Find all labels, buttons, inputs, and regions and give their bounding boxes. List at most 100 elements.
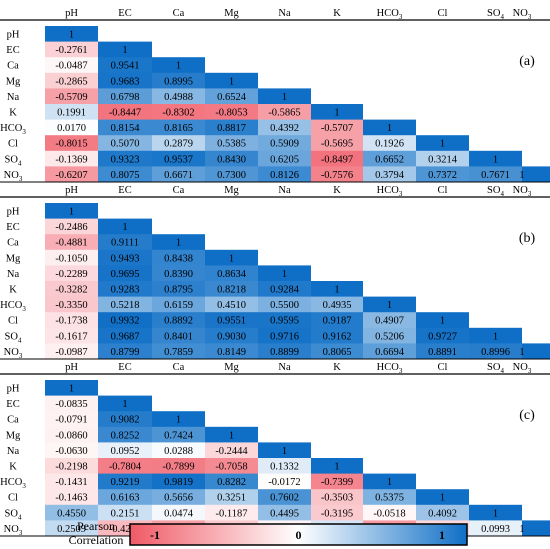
cell-value-so4-so4: 1 <box>493 508 498 519</box>
column-label-ca: Ca <box>173 8 185 19</box>
cell-value-so4-hco3: -0.0518 <box>373 508 405 519</box>
heatmap-cell-no3-cl <box>416 166 469 183</box>
heatmap-cell-k-mg <box>205 458 258 474</box>
heatmap-cell-ca-ec <box>98 234 152 251</box>
cell-value-cl-ph: -0.8015 <box>55 139 87 150</box>
cell-value-na-na: 1 <box>282 92 287 103</box>
heatmap-cell-cl-ca <box>152 489 205 506</box>
cell-value-cl-mg: 0.3251 <box>217 493 246 504</box>
row-label-na: Na <box>7 92 20 103</box>
row-label-ca: Ca <box>7 61 19 72</box>
cell-value-so4-ec: 0.9687 <box>111 331 140 342</box>
cell-value-mg-ec: 0.9683 <box>111 76 140 87</box>
heatmap-cell-no3-hco3 <box>363 166 416 183</box>
heatmap-cell-cl-k <box>311 489 363 506</box>
heatmap-cell-hco3-ec <box>98 473 152 490</box>
cell-value-hco3-mg: 0.8282 <box>217 477 246 488</box>
cell-value-hco3-mg: 0.4510 <box>217 300 246 311</box>
cell-value-na-ec: 0.9695 <box>111 269 140 280</box>
heatmap-cell-cl-k <box>311 312 363 329</box>
heatmap-cell-cl-na <box>258 312 311 329</box>
heatmap-cell-mg-ca <box>152 72 205 89</box>
cell-value-k-ca: -0.7899 <box>162 462 194 473</box>
cell-value-k-k: 1 <box>334 108 339 119</box>
cell-value-k-na: 0.1332 <box>270 462 299 473</box>
heatmap-cell-na-mg <box>205 265 258 282</box>
cell-value-so4-na: 0.6205 <box>270 154 299 165</box>
cell-value-ec-ec: 1 <box>122 399 127 410</box>
heatmap-cell-no3-ph <box>45 166 98 183</box>
column-label-no3: NO3 <box>513 185 532 198</box>
cell-value-ec-ph: -0.2761 <box>55 45 87 56</box>
cell-value-na-ph: -0.0630 <box>55 446 87 457</box>
cell-value-so4-so4: 1 <box>493 154 498 165</box>
heatmap-cell-mg-mg <box>205 72 258 89</box>
heatmap-cell-k-ec <box>98 104 152 120</box>
cell-value-cl-ec: 0.9932 <box>111 316 140 327</box>
cell-value-k-ec: 0.9283 <box>111 285 140 296</box>
heatmap-cell-no3-cl <box>416 343 469 360</box>
cell-value-na-ca: 0.4988 <box>164 92 193 103</box>
cell-value-ca-ec: 0.9082 <box>111 415 140 426</box>
column-label-ca: Ca <box>173 362 185 373</box>
cell-value-cl-na: 0.5909 <box>270 139 299 150</box>
column-label-ph: pH <box>65 185 78 196</box>
cell-value-mg-ca: 0.7424 <box>164 430 194 441</box>
cell-value-no3-na: 0.8126 <box>270 170 299 181</box>
row-label-so4: SO4 <box>5 331 22 344</box>
cell-value-no3-so4: 0.0993 <box>481 524 510 535</box>
heatmap-cell-hco3-ec <box>98 119 152 136</box>
cell-value-no3-mg: 0.7300 <box>217 170 246 181</box>
heatmap-cell-so4-mg <box>205 150 258 167</box>
row-label-hco3: HCO3 <box>0 123 26 136</box>
cell-value-so4-k: -0.3195 <box>321 508 353 519</box>
cell-value-na-ca: 0.0288 <box>164 446 193 457</box>
row-label-ec: EC <box>6 222 19 233</box>
heatmap-cell-cl-ec <box>98 489 152 506</box>
cell-value-no3-ph: -0.6207 <box>55 170 87 181</box>
row-label-mg: Mg <box>6 76 21 87</box>
column-label-mg: Mg <box>224 362 239 373</box>
heatmap-cell-cl-hco3 <box>363 489 416 506</box>
heatmap-cell-cl-cl <box>416 135 469 152</box>
cell-value-hco3-na: 0.5500 <box>270 300 299 311</box>
row-label-ph: pH <box>7 207 20 218</box>
cell-value-k-na: 0.9284 <box>270 285 300 296</box>
heatmap-cell-cl-mg <box>205 312 258 329</box>
column-label-na: Na <box>278 8 291 19</box>
heatmap-cell-hco3-k <box>311 119 363 136</box>
cell-value-cl-ca: 0.8892 <box>164 316 193 327</box>
cell-value-no3-hco3: 0.6694 <box>375 347 405 358</box>
heatmap-cell-so4-hco3 <box>363 504 416 521</box>
cell-value-no3-mg: 0.8149 <box>217 347 246 358</box>
heatmap-cell-hco3-mg <box>205 119 258 136</box>
cell-value-na-na: 1 <box>282 269 287 280</box>
cell-value-hco3-ec: 0.9219 <box>111 477 140 488</box>
cell-value-k-k: 1 <box>334 462 339 473</box>
heatmap-cell-ph-ph <box>45 26 98 42</box>
heatmap-cell-so4-mg <box>205 504 258 521</box>
cell-value-no3-cl: 0.7372 <box>428 170 457 181</box>
cell-value-so4-mg: 0.8430 <box>217 154 246 165</box>
panel-label: (a) <box>519 54 535 69</box>
colorbar-tick-label: 1 <box>439 528 445 542</box>
cell-value-ph-ph: 1 <box>69 30 74 41</box>
heatmap-cell-no3-na <box>258 166 311 183</box>
heatmap-cell-no3-ph <box>45 343 98 360</box>
heatmap-cell-hco3-na <box>258 119 311 136</box>
cell-value-mg-ec: 0.8252 <box>111 430 140 441</box>
colorbar-title: Correlation <box>69 533 124 547</box>
row-label-k: K <box>9 285 17 296</box>
cell-value-so4-hco3: 0.5206 <box>375 331 404 342</box>
cell-value-k-ph: -0.2198 <box>55 462 87 473</box>
heatmap-cell-no3-ca <box>152 166 205 183</box>
cell-value-so4-na: 0.4495 <box>270 508 299 519</box>
heatmap-cell-cl-cl <box>416 489 469 506</box>
colorbar <box>129 523 468 546</box>
heatmap-cell-ec-ph <box>45 395 98 412</box>
heatmap-cell-cl-mg <box>205 489 258 506</box>
cell-value-hco3-ec: 0.5218 <box>111 300 140 311</box>
cell-value-so4-ca: 0.8401 <box>164 331 193 342</box>
heatmap-cell-na-ph <box>45 442 98 459</box>
